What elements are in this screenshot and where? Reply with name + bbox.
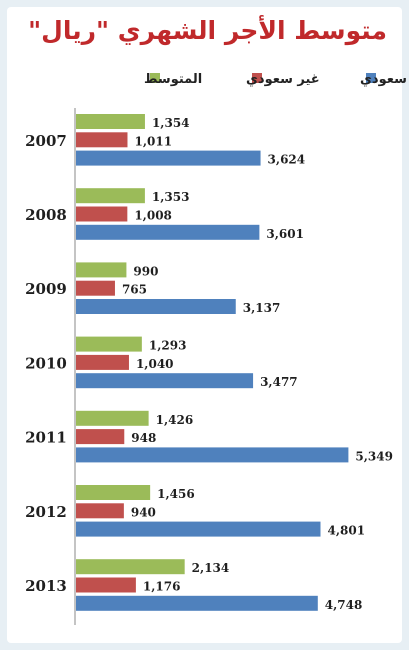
legend-swatch-1: [150, 73, 160, 83]
legend-label-3: سعودي: [360, 72, 407, 87]
data-label-3-2008: 3,601: [266, 227, 304, 241]
category-label-2012: 2012: [25, 503, 67, 521]
data-label-2-2013: 1,176: [143, 580, 181, 594]
bar-1-2010: [76, 336, 142, 352]
data-label-2-2010: 1,040: [136, 357, 174, 371]
bar-1-2013: [76, 559, 185, 575]
bar-3-2007: [76, 150, 261, 166]
chart-card: [7, 7, 402, 643]
bar-3-2013: [76, 595, 318, 611]
data-label-1-2012: 1,456: [157, 487, 195, 501]
data-label-1-2009: 990: [133, 264, 158, 278]
bar-3-2012: [76, 521, 321, 537]
bar-1-2007: [76, 114, 145, 129]
bar-2-2007: [76, 132, 128, 148]
legend-label-2: غير سعودي: [246, 72, 320, 87]
bar-1-2008: [76, 188, 145, 204]
data-label-1-2008: 1,353: [152, 190, 190, 204]
bar-3-2010: [76, 373, 254, 389]
chart-title: متوسط الأجر الشهري "ريال": [28, 16, 387, 45]
data-label-3-2011: 5,349: [355, 449, 393, 463]
data-label-2-2009: 765: [122, 283, 147, 297]
bar-2-2010: [76, 354, 129, 370]
category-label-2009: 2009: [25, 280, 67, 298]
legend-swatch-3: [366, 73, 376, 83]
category-label-2008: 2008: [25, 206, 67, 224]
data-label-1-2010: 1,293: [149, 339, 187, 353]
bar-2-2012: [76, 503, 124, 519]
category-label-2010: 2010: [25, 354, 67, 372]
bar-1-2009: [76, 262, 127, 278]
data-label-2-2011: 948: [131, 431, 156, 445]
bar-2-2009: [76, 280, 115, 296]
data-label-3-2010: 3,477: [260, 375, 298, 389]
data-label-1-2007: 1,354: [152, 116, 190, 130]
data-label-3-2009: 3,137: [243, 301, 281, 315]
data-label-2-2008: 1,008: [134, 209, 172, 223]
bar-1-2011: [76, 410, 149, 426]
legend-label-1: المتوسط: [144, 72, 202, 87]
category-label-2013: 2013: [25, 577, 67, 595]
data-label-2-2007: 1,011: [134, 134, 172, 148]
data-label-2-2012: 940: [131, 505, 156, 519]
category-label-2007: 2007: [25, 132, 67, 150]
bar-2-2013: [76, 577, 136, 593]
data-label-3-2007: 3,624: [268, 153, 306, 167]
data-label-3-2013: 4,748: [325, 598, 363, 612]
data-label-1-2013: 2,134: [192, 561, 230, 575]
legend-swatch-2: [252, 73, 262, 83]
data-label-1-2011: 1,426: [156, 413, 194, 427]
bar-3-2008: [76, 224, 260, 240]
category-label-2011: 2011: [25, 429, 67, 447]
bar-2-2011: [76, 429, 125, 445]
bar-3-2011: [76, 447, 349, 463]
data-label-3-2012: 4,801: [327, 524, 365, 538]
bar-3-2009: [76, 299, 236, 314]
bar-2-2008: [76, 206, 128, 222]
bar-1-2012: [76, 485, 151, 500]
